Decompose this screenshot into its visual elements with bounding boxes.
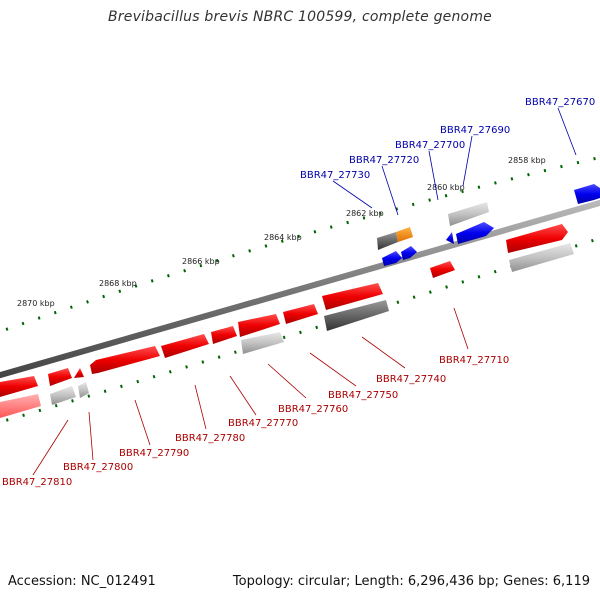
gene-label[interactable]: BBR47_27670 [525, 97, 595, 108]
genome-title: Brevibacillus brevis NBRC 100599, comple… [108, 9, 492, 25]
gene-arrow[interactable] [0, 376, 38, 397]
gene-arrow[interactable] [161, 334, 209, 358]
gene-arrow[interactable] [509, 243, 574, 272]
gene-label[interactable]: BBR47_27780 [175, 433, 245, 444]
gene-arrow[interactable] [90, 346, 160, 374]
gene-arrow[interactable] [430, 261, 455, 278]
gene-labels-bottom: BBR47_27710 BBR47_27740 BBR47_27750 BBR4… [2, 355, 509, 488]
gene-arrow[interactable] [377, 232, 398, 250]
genome-backbone [0, 199, 600, 379]
lower-gene-track [0, 283, 389, 418]
gene-arrow[interactable] [78, 382, 89, 398]
gene-arrow[interactable] [0, 394, 41, 418]
kbp-label: 2862 kbp [346, 209, 384, 218]
accession-text: Accession: NC_012491 [8, 574, 156, 589]
kbp-label: 2868 kbp [99, 279, 137, 288]
gene-arrow[interactable] [446, 232, 454, 244]
gene-arrow[interactable] [401, 246, 417, 260]
gene-label[interactable]: BBR47_27760 [278, 404, 348, 415]
leader-lines [32, 107, 577, 476]
gene-arrow[interactable] [448, 202, 489, 226]
gene-label[interactable]: BBR47_27730 [300, 170, 370, 181]
gene-label[interactable]: BBR47_27790 [119, 448, 189, 459]
gene-arrow[interactable] [211, 326, 237, 344]
gene-arrow[interactable] [396, 227, 413, 242]
gene-label[interactable]: BBR47_27740 [376, 374, 446, 385]
kbp-label: 2864 kbp [264, 233, 302, 242]
inner-tick-ring [0, 236, 600, 424]
gene-arrow[interactable] [50, 386, 76, 405]
gene-label[interactable]: BBR47_27720 [349, 155, 419, 166]
gene-arrow[interactable] [382, 251, 402, 266]
gene-label[interactable]: BBR47_27770 [228, 418, 298, 429]
kbp-label: 2860 kbp [427, 183, 465, 192]
gene-arrow[interactable] [283, 304, 318, 324]
kbp-label: 2858 kbp [508, 156, 546, 165]
gene-labels-top: BBR47_27670 BBR47_27690 BBR47_27700 BBR4… [300, 97, 595, 181]
kbp-label: 2870 kbp [17, 299, 55, 308]
gene-arrow[interactable] [48, 368, 72, 386]
gene-label[interactable]: BBR47_27700 [395, 140, 465, 151]
kbp-scale: 2858 kbp 2860 kbp 2862 kbp 2864 kbp 2866… [17, 156, 546, 308]
kbp-label: 2866 kbp [182, 257, 220, 266]
gene-arrow[interactable] [506, 224, 568, 253]
gene-label[interactable]: BBR47_27690 [440, 125, 510, 136]
gene-arrow[interactable] [322, 283, 383, 310]
gene-label[interactable]: BBR47_27750 [328, 390, 398, 401]
gene-arrow[interactable] [74, 368, 84, 378]
gene-label[interactable]: BBR47_27710 [439, 355, 509, 366]
gene-label[interactable]: BBR47_27800 [63, 462, 133, 473]
gene-arrow[interactable] [456, 222, 494, 244]
gene-arrow[interactable] [324, 300, 389, 331]
upper-gene-track [377, 184, 600, 278]
gene-arrow[interactable] [241, 332, 284, 354]
genome-summary-text: Topology: circular; Length: 6,296,436 bp… [232, 574, 590, 589]
gene-arrow[interactable] [574, 184, 600, 204]
gene-label[interactable]: BBR47_27810 [2, 477, 72, 488]
gene-arrow[interactable] [238, 314, 280, 337]
